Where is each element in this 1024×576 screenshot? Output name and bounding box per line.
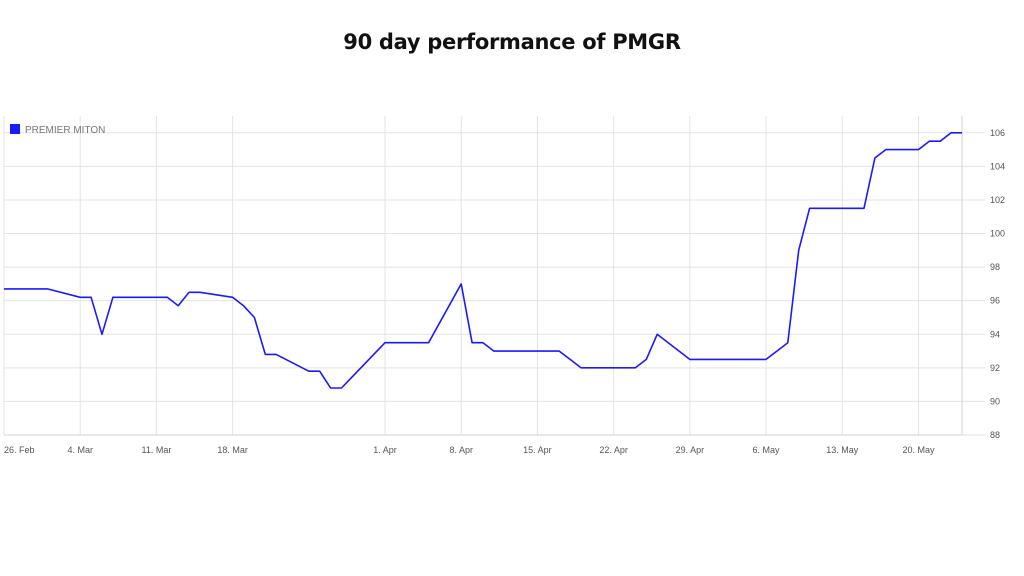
y-tick-label: 102	[990, 195, 1005, 205]
series-line	[4, 132, 962, 389]
x-tick-label: 8. Apr	[449, 445, 473, 455]
chart-title: 90 day performance of PMGR	[343, 30, 681, 54]
x-tick-label: 20. May	[902, 445, 935, 455]
x-tick-label: 11. Mar	[141, 445, 171, 455]
legend-label: PREMIER MITON	[25, 125, 105, 136]
x-axis-ticks: 26. Feb 4. Mar 11. Mar 18. Mar 1. Apr 8. Apr 1…	[4, 445, 935, 455]
series-group	[4, 132, 962, 389]
y-tick-label: 90	[990, 396, 1000, 406]
x-tick-label: 15. Apr	[523, 445, 552, 455]
y-tick-label: 98	[990, 262, 1000, 272]
y-tick-label: 92	[990, 363, 1000, 373]
x-tick-label: 13. May	[826, 445, 859, 455]
x-tick-label: 4. Mar	[67, 445, 93, 455]
y-tick-label: 94	[990, 329, 1000, 339]
x-tick-label: 1. Apr	[373, 445, 397, 455]
x-tick-label: 29. Apr	[676, 445, 705, 455]
legend-swatch	[10, 124, 20, 134]
legend: PREMIER MITON	[10, 124, 105, 136]
x-tick-label: 18. Mar	[217, 445, 248, 455]
y-tick-label: 106	[990, 128, 1005, 138]
x-tick-label: 26. Feb	[4, 445, 35, 455]
horizontal-gridlines	[4, 132, 985, 436]
y-tick-label: 96	[990, 296, 1000, 306]
vertical-gridlines	[3, 116, 919, 435]
y-tick-label: 104	[990, 161, 1005, 171]
x-tick-label: 6. May	[753, 445, 781, 455]
y-tick-label: 100	[990, 229, 1005, 239]
y-tick-label: 88	[990, 430, 1000, 440]
y-axis-ticks: 88 90 92 94 96 98 100 102 104 106	[990, 128, 1005, 440]
x-tick-label: 22. Apr	[599, 445, 628, 455]
